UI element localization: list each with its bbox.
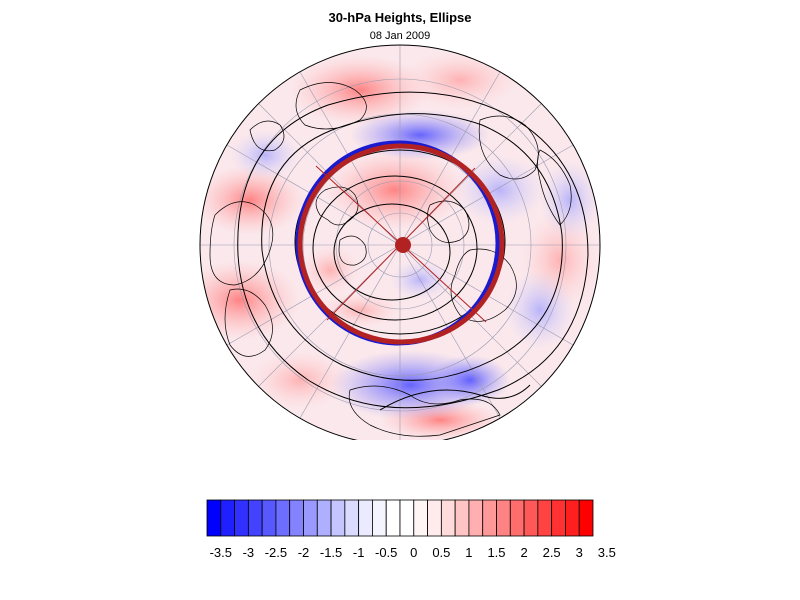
colorbar-box bbox=[496, 499, 511, 537]
colorbar-label: 2.5 bbox=[543, 545, 561, 560]
map-title: 30-hPa Heights, Ellipse bbox=[328, 10, 472, 25]
colorbar-label: -3.5 bbox=[210, 545, 232, 560]
colorbar-box bbox=[234, 499, 249, 537]
colorbar-box bbox=[275, 499, 291, 537]
colorbar-box bbox=[399, 499, 415, 537]
colorbar-label: 0 bbox=[410, 545, 417, 560]
map-border bbox=[199, 44, 601, 440]
colorbar-label: -1 bbox=[353, 545, 365, 560]
colorbar-box bbox=[565, 499, 580, 537]
colorbar-label: 0.5 bbox=[432, 545, 450, 560]
colorbar-label: -0.5 bbox=[375, 545, 397, 560]
colorbar-label: -1.5 bbox=[320, 545, 342, 560]
colorbar-box bbox=[289, 499, 304, 537]
colorbar-box bbox=[316, 499, 332, 537]
colorbar-box bbox=[468, 499, 484, 537]
colorbar-boxes bbox=[206, 499, 594, 537]
colorbar-box bbox=[440, 499, 456, 537]
colorbar-label: 3 bbox=[576, 545, 583, 560]
colorbar-box bbox=[523, 499, 539, 537]
colorbar-box bbox=[454, 499, 470, 537]
colorbar-label: 1 bbox=[465, 545, 472, 560]
colorbar-box bbox=[206, 499, 222, 537]
colorbar-box bbox=[247, 499, 263, 537]
colorbar-box bbox=[372, 499, 387, 537]
colorbar-box bbox=[482, 499, 497, 537]
colorbar-box bbox=[413, 499, 428, 537]
colorbar-box bbox=[358, 499, 373, 537]
colorbar-box bbox=[303, 499, 318, 537]
colorbar-label: 1.5 bbox=[487, 545, 505, 560]
colorbar-label: 2 bbox=[520, 545, 527, 560]
colorbar-box bbox=[220, 499, 235, 537]
map-date: 08 Jan 2009 bbox=[369, 30, 431, 42]
polar-map bbox=[199, 44, 601, 440]
colorbar-box bbox=[578, 499, 594, 537]
colorbar-box bbox=[551, 499, 566, 537]
vortex-ellipse bbox=[295, 140, 505, 346]
colorbar-labels: -3.5 -3 -2.5 -2 -1.5 -1 -0.5 0 0.5 1 1.5 2 2.5 3 3.5 bbox=[210, 545, 616, 560]
colorbar-label: -2.5 bbox=[265, 545, 287, 560]
height-contours bbox=[237, 91, 589, 411]
colorbar-box bbox=[261, 499, 277, 537]
colorbar-label: -3 bbox=[243, 545, 255, 560]
colorbar-box bbox=[344, 499, 360, 537]
colorbar-box bbox=[537, 499, 553, 537]
colorbar-box bbox=[330, 499, 346, 537]
colorbar-label: 3.5 bbox=[598, 545, 616, 560]
colorbar-box bbox=[385, 499, 401, 537]
colorbar-box bbox=[427, 499, 442, 537]
ellipse-center-marker bbox=[395, 237, 411, 253]
colorbar-label: -2 bbox=[298, 545, 310, 560]
colorbar-box bbox=[509, 499, 525, 537]
